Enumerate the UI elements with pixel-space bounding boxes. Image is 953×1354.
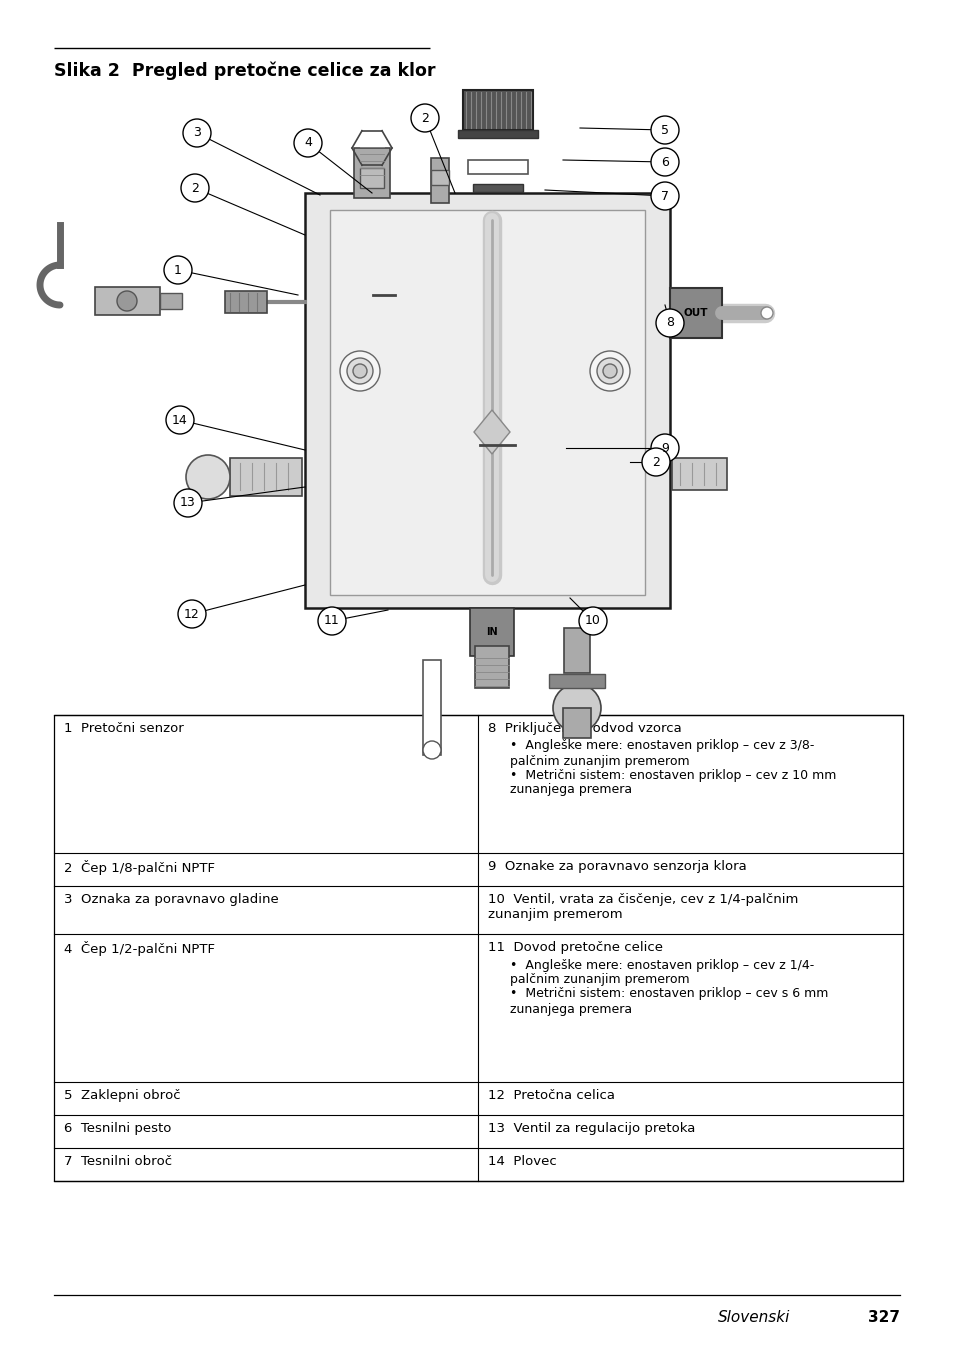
Circle shape [641,448,669,477]
Text: 3  Oznaka za poravnavo gladine: 3 Oznaka za poravnavo gladine [64,894,278,906]
Text: 10: 10 [584,615,600,627]
Circle shape [186,455,230,500]
Text: 5  Zaklepni obrоč: 5 Zaklepni obrоč [64,1089,180,1102]
Text: 4  Čep 1/2-palčni NPTF: 4 Čep 1/2-palčni NPTF [64,941,214,956]
Text: •  Metrični sistem: enostaven priklop – cev s 6 mm
zunanjega premera: • Metrični sistem: enostaven priklop – c… [510,987,827,1016]
Text: 11: 11 [324,615,339,627]
Bar [562,708,590,738]
Text: 7  Tesnilni obrоč: 7 Tesnilni obrоč [64,1155,172,1169]
Text: 9: 9 [660,441,668,455]
Text: 1: 1 [173,264,182,276]
Bar [160,292,182,309]
Circle shape [183,119,211,148]
Circle shape [339,351,379,391]
Bar [468,160,527,175]
Bar [305,194,669,608]
Circle shape [166,406,193,435]
Polygon shape [474,410,510,454]
Text: 6: 6 [660,156,668,168]
Bar [669,288,721,338]
Circle shape [760,307,772,320]
Text: 13: 13 [180,497,195,509]
Circle shape [173,489,202,517]
Text: 2: 2 [420,111,429,125]
Bar [330,210,644,594]
Bar [475,646,509,688]
Bar [462,89,533,130]
Circle shape [650,435,679,462]
Circle shape [317,607,346,635]
Text: •  Angleške mere: enostaven priklop – cev z 1/4-
palčnim zunanjim premerom: • Angleške mere: enostaven priklop – cev… [510,959,814,987]
Text: 7: 7 [660,190,668,203]
Text: Slovenski: Slovenski [717,1311,789,1326]
Text: 14: 14 [172,413,188,427]
Text: Slika 2  Pregled pretočne celice za klor: Slika 2 Pregled pretočne celice za klor [54,62,435,80]
Circle shape [117,291,137,311]
Circle shape [656,309,683,337]
Bar [54,715,902,1181]
Circle shape [164,256,192,284]
Bar [431,171,449,185]
Text: •  Metrični sistem: enostaven priklop – cev z 10 mm
zunanjega premera: • Metrični sistem: enostaven priklop – c… [510,769,836,796]
Text: 5: 5 [660,123,668,137]
Text: 12: 12 [184,608,200,620]
Bar [225,291,267,313]
Text: OUT: OUT [683,307,707,318]
Bar [563,628,589,673]
Text: 11  Dovod pretočne celice: 11 Dovod pretočne celice [488,941,662,955]
Circle shape [347,357,373,385]
Circle shape [602,364,617,378]
Circle shape [411,104,438,131]
Text: 1  Pretočni senzor: 1 Pretočni senzor [64,722,184,735]
Text: 2: 2 [191,181,199,195]
Bar [95,287,160,315]
Circle shape [553,684,600,733]
Text: 2  Čep 1/8-palčni NPTF: 2 Čep 1/8-palčni NPTF [64,860,214,875]
Text: 8: 8 [665,317,673,329]
Circle shape [589,351,629,391]
Text: •  Angleške mere: enostaven priklop – cev z 3/8-
palčnim zunanjim premerom: • Angleške mere: enostaven priklop – cev… [510,739,814,768]
Text: 3: 3 [193,126,201,139]
Bar [548,674,604,688]
Bar [473,184,522,192]
Bar [230,458,302,496]
Text: 2: 2 [652,455,659,468]
Circle shape [597,357,622,385]
Text: 6  Tesnilni pesto: 6 Tesnilni pesto [64,1122,172,1135]
Text: 8  Priključek za odvod vzorca: 8 Priključek za odvod vzorca [488,722,681,735]
Text: IN: IN [486,627,497,636]
Circle shape [181,175,209,202]
Text: 4: 4 [304,137,312,149]
Bar [422,659,440,756]
Text: 327: 327 [867,1311,899,1326]
Circle shape [178,600,206,628]
Text: 10  Ventil, vrata za čisčenje, cev z 1/4-palčnim
zunanjim premerom: 10 Ventil, vrata za čisčenje, cev z 1/4-… [488,894,798,921]
Circle shape [650,181,679,210]
Bar [470,608,514,655]
Bar [359,168,384,188]
Circle shape [650,148,679,176]
Text: 9  Oznake za poravnavo senzorja klora: 9 Oznake za poravnavo senzorja klora [488,860,746,873]
Bar [457,130,537,138]
Text: 12  Pretočna celica: 12 Pretočna celica [488,1089,615,1102]
Text: 13  Ventil za regulacijo pretoka: 13 Ventil za regulacijo pretoka [488,1122,695,1135]
Bar [671,458,726,490]
Circle shape [578,607,606,635]
Bar [431,158,449,203]
Circle shape [650,116,679,144]
Circle shape [294,129,322,157]
Circle shape [353,364,367,378]
Circle shape [422,741,440,760]
Text: 14  Plovec: 14 Plovec [488,1155,557,1169]
Bar [354,148,390,198]
